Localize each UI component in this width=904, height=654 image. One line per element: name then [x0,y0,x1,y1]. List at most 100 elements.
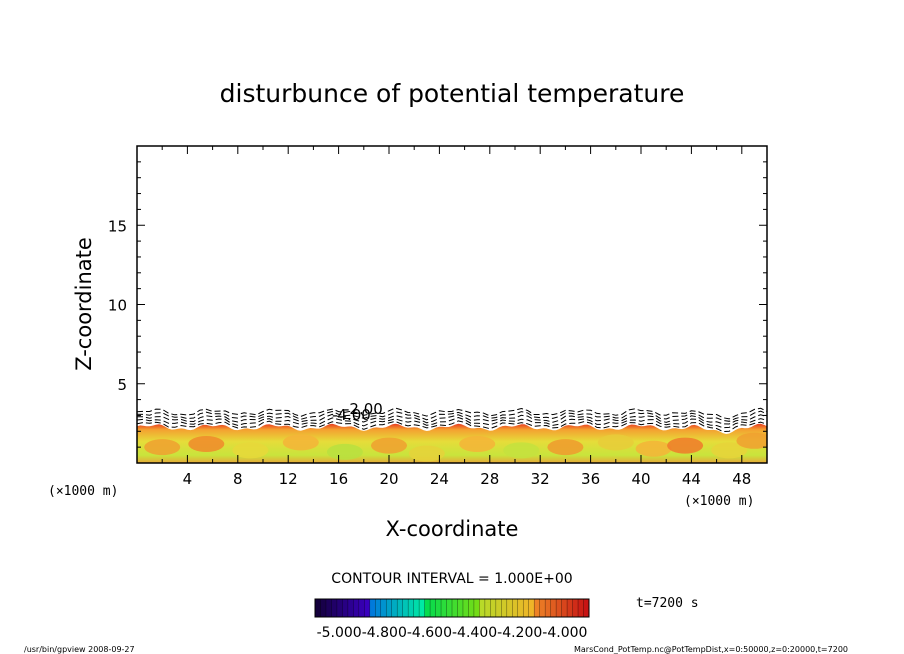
colorbar-segment [336,599,343,617]
x-tick-label: 12 [279,470,298,488]
colorbar-label: -4.600 [407,625,452,641]
colorbar-segment [353,599,360,617]
colorbar-segment [534,599,541,617]
x-tick-label: 40 [631,470,650,488]
colorbar-segment [473,599,480,617]
x-unit-right: (×1000 m) [684,494,754,509]
y-tick-label: 5 [117,376,127,394]
colorbar-segment [457,599,464,617]
colorbar-segment [419,599,425,617]
colorbar-label-row: -5.000-4.800-4.600-4.400-4.200-4.000 [317,625,588,641]
colorbar-segment [462,599,469,617]
colorbar-segment [556,599,562,617]
plot-frame [136,145,768,464]
colorbar-segment [364,599,371,617]
chart-title: disturbunce of potential temperature [220,79,685,108]
colorbar-frame [314,598,590,618]
colorbar [314,599,590,617]
colorbar-label: -4.200 [497,625,542,641]
heat-blob [232,442,269,459]
colorbar-segment [479,599,486,617]
colorbar-segment [512,599,519,617]
heat-blob [459,435,496,452]
heat-blobs [144,432,767,462]
x-tick-label: 28 [480,470,499,488]
colorbar-label: -5.000 [317,625,362,641]
colorbar-segment [386,599,393,617]
x-tick-label: 48 [732,470,751,488]
colorbar-segment [567,599,573,617]
heat-blob [547,439,584,456]
colorbar-segment [413,599,420,617]
x-tick-label: 16 [329,470,348,488]
colorbar-segment [501,599,508,617]
contour-line [137,413,767,425]
colorbar-segment [342,599,349,617]
colorbar-segment [539,599,546,617]
colorbar-segment [506,599,513,617]
colorbar-segment [402,599,409,617]
heat-blob [667,437,704,454]
time-label: t=7200 s [636,596,699,611]
colorbar-segment [572,599,579,617]
heat-blob [736,432,767,449]
colorbar-segment [369,599,376,617]
colorbar-segment [523,599,530,617]
colorbar-segment [495,599,502,617]
x-tick-label: 44 [682,470,701,488]
colorbar-segment [408,599,415,617]
contour-line [137,407,767,420]
y-axis-label: Z-coordinate [72,237,96,371]
colorbar-segment [528,599,535,617]
colorbar-segment [446,599,453,617]
heat-blob [188,435,225,452]
x-ticks: 4 8 12 16 20 24 28 32 36 40 44 48 [161,146,751,488]
y-tick-label: 10 [108,297,127,315]
colorbar-segment [424,599,431,617]
colorbar-label: -4.800 [362,625,407,641]
x-tick-label: 32 [531,470,550,488]
colorbar-segment [380,599,387,617]
contour-interval-text: CONTOUR INTERVAL = 1.000E+00 [331,571,572,587]
x-tick-label: 36 [581,470,600,488]
colorbar-segment [391,599,398,617]
colorbar-segment [325,599,332,617]
colorbar-segment [430,599,436,617]
heat-blob [408,445,445,462]
footer-right: MarsCond_PotTemp.nc@PotTempDist,x=0:5000… [574,645,848,654]
colorbar-segment [375,599,382,617]
heat-blob [635,440,672,457]
colorbar-segment [315,599,321,617]
heat-blob [711,442,748,459]
colorbar-labels: -5.000-4.800-4.600-4.400-4.200-4.000 [317,625,588,641]
heat-layer [137,423,767,463]
colorbar-segment [320,599,327,617]
contour-label-1: -2.00 [344,400,383,418]
x-tick-label: 8 [233,470,243,488]
contour-label-2: -4.00 [332,406,371,424]
colorbar-label: -4.400 [452,625,497,641]
heat-blob [282,434,319,451]
contour-line [137,420,767,433]
colorbar-segment [452,599,458,617]
heat-blob [597,434,634,451]
x-tick-label: 20 [379,470,398,488]
contour-lines [137,407,767,433]
contour-line [137,410,767,422]
colorbar-segment [347,599,354,617]
heat-blob [144,439,181,456]
heat-blob [326,443,363,460]
y-ticks: 5 10 15 [108,161,767,448]
x-tick-label: 4 [183,470,193,488]
colorbar-segment [545,599,552,617]
contour-line [137,416,767,429]
colorbar-segment [490,599,497,617]
colorbar-segment [358,599,365,617]
colorbar-segment [484,599,491,617]
colorbar-segment [550,599,557,617]
colorbar-segment [517,599,524,617]
x-axis-label: X-coordinate [386,517,519,541]
colorbar-segment [435,599,442,617]
heat-blob [371,437,407,454]
